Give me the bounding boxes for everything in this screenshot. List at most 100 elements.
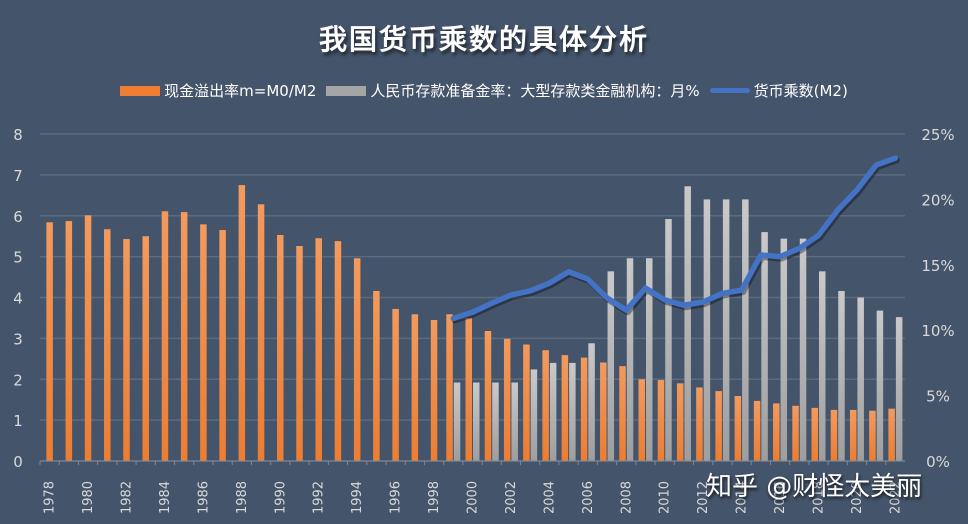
legend-item-cash-ratio[interactable]: 现金溢出率m=M0/M2 <box>120 80 316 101</box>
bar-cash-ratio-1986 <box>200 224 207 461</box>
bar-reserve-ratio-2019 <box>838 290 845 461</box>
y-left-tick-label: 1 <box>13 412 23 430</box>
multiplier-line <box>450 155 899 322</box>
bar-reserve-ratio-2009 <box>646 258 653 461</box>
bar-series <box>46 185 903 461</box>
bar-cash-ratio-2021 <box>869 410 876 461</box>
x-tick-label: 2002 <box>504 481 519 514</box>
bar-cash-ratio-1990 <box>277 234 284 461</box>
bar-cash-ratio-2015 <box>753 400 761 461</box>
y-left-tick-label: 3 <box>13 330 23 348</box>
x-tick-label: 1988 <box>235 481 250 514</box>
legend-item-reserve-ratio[interactable]: 人民币存款准备金率：大型存款类金融机构：月% <box>326 80 700 101</box>
bar-cash-ratio-1997 <box>411 314 419 461</box>
x-tick-label: 2018 <box>812 481 827 514</box>
bar-reserve-ratio-2000 <box>473 382 480 461</box>
bar-cash-ratio-1989 <box>257 204 265 461</box>
bar-reserve-ratio-2003 <box>530 369 538 461</box>
x-tick-label: 2020 <box>850 481 865 514</box>
bar-reserve-ratio-2018 <box>819 271 826 461</box>
bar-cash-ratio-2004 <box>542 350 549 461</box>
x-tick-label: 1984 <box>158 481 173 514</box>
bar-reserve-ratio-2013 <box>722 199 730 461</box>
x-tick-label: 1998 <box>427 481 442 514</box>
bar-cash-ratio-1992 <box>315 238 322 461</box>
bar-cash-ratio-1984 <box>161 211 169 461</box>
bar-cash-ratio-1996 <box>392 308 399 461</box>
y-right-tick-label: 5% <box>926 388 950 406</box>
bar-cash-ratio-1998 <box>430 319 438 461</box>
bar-cash-ratio-2014 <box>734 396 742 461</box>
y-left-tick-label: 4 <box>13 290 23 308</box>
bar-reserve-ratio-2007 <box>607 271 615 461</box>
bar-cash-ratio-2008 <box>619 366 626 461</box>
y-left-tick-label: 8 <box>13 126 23 144</box>
x-tick-label: 1982 <box>120 481 135 514</box>
y-left-tick-label: 6 <box>13 208 23 226</box>
bar-reserve-ratio-2011 <box>684 186 691 461</box>
legend-swatch-multiplier <box>709 88 750 93</box>
y-right-tick-label: 0% <box>926 453 950 471</box>
bar-reserve-ratio-2006 <box>588 343 595 461</box>
bar-cash-ratio-2012 <box>696 387 703 461</box>
bar-reserve-ratio-2017 <box>799 238 807 461</box>
bar-cash-ratio-1982 <box>123 239 130 461</box>
legend-item-multiplier[interactable]: 货币乘数(M2) <box>709 80 848 101</box>
bar-cash-ratio-2002 <box>503 338 511 461</box>
y-right-tick-label: 20% <box>921 191 954 209</box>
bar-cash-ratio-1995 <box>373 290 380 461</box>
x-tick-label: 1986 <box>196 481 211 514</box>
bar-reserve-ratio-2010 <box>665 219 672 461</box>
chart-title: 我国货币乘数的具体分析 <box>318 23 649 56</box>
x-tick-label: 1980 <box>81 481 96 514</box>
y-left-tick-label: 2 <box>13 371 23 389</box>
bar-cash-ratio-2022 <box>888 408 895 461</box>
watermark: 知乎 @财怪大美丽 <box>706 472 923 502</box>
bar-cash-ratio-1987 <box>219 230 226 461</box>
x-tick-label: 2012 <box>696 481 711 514</box>
bar-cash-ratio-2010 <box>657 380 665 461</box>
y-right-tick-label: 10% <box>921 322 954 340</box>
bar-reserve-ratio-2002 <box>511 382 518 461</box>
x-tick-label: 2004 <box>542 481 557 514</box>
bar-cash-ratio-2018 <box>811 407 818 461</box>
bar-cash-ratio-2000 <box>465 318 472 461</box>
x-tick-label: 1978 <box>43 481 58 514</box>
bar-cash-ratio-2011 <box>676 383 684 461</box>
bar-cash-ratio-2001 <box>484 331 492 461</box>
x-tick-label: 1990 <box>273 481 288 514</box>
bar-reserve-ratio-2001 <box>492 382 499 461</box>
bar-reserve-ratio-1999 <box>453 382 461 461</box>
multiplier-line-shadow <box>451 157 900 324</box>
bar-cash-ratio-1991 <box>296 245 303 461</box>
bar-reserve-ratio-2021 <box>876 310 884 461</box>
bar-cash-ratio-2003 <box>523 344 530 461</box>
bar-cash-ratio-2006 <box>580 357 588 461</box>
bar-reserve-ratio-2004 <box>549 362 557 461</box>
x-axis: 1978 1980 1982 1984 1986 1988 1990 1992 1994 1996… <box>39 460 905 514</box>
bar-cash-ratio-2007 <box>600 362 607 461</box>
y-axis-right: 0% 5% 10% 15% 20% 25% <box>921 126 954 471</box>
bar-cash-ratio-1985 <box>180 212 188 461</box>
x-tick-label: 2006 <box>581 481 596 514</box>
y-axis-left: 0 1 2 3 4 5 6 7 8 <box>13 126 23 471</box>
bar-cash-ratio-1981 <box>104 229 111 461</box>
bar-cash-ratio-2019 <box>830 409 838 461</box>
bar-reserve-ratio-2008 <box>626 258 634 461</box>
bar-reserve-ratio-2022 <box>895 317 903 461</box>
bar-cash-ratio-1988 <box>238 185 246 461</box>
bar-cash-ratio-1979 <box>65 221 73 461</box>
bar-cash-ratio-2016 <box>773 403 780 461</box>
bar-reserve-ratio-2012 <box>703 199 711 461</box>
bar-cash-ratio-1983 <box>142 236 149 461</box>
bar-cash-ratio-1994 <box>353 258 361 461</box>
bar-reserve-ratio-2020 <box>857 297 864 461</box>
bar-cash-ratio-2020 <box>849 409 857 461</box>
bar-cash-ratio-1993 <box>334 241 342 461</box>
legend: 现金溢出率m=M0/M2 人民币存款准备金率：大型存款类金融机构：月% 货币乘数… <box>0 80 968 101</box>
x-tick-label: 2008 <box>619 481 634 514</box>
legend-swatch-cash-ratio <box>120 85 161 96</box>
x-tick-label: 1992 <box>312 481 327 514</box>
bar-cash-ratio-2017 <box>792 405 799 461</box>
